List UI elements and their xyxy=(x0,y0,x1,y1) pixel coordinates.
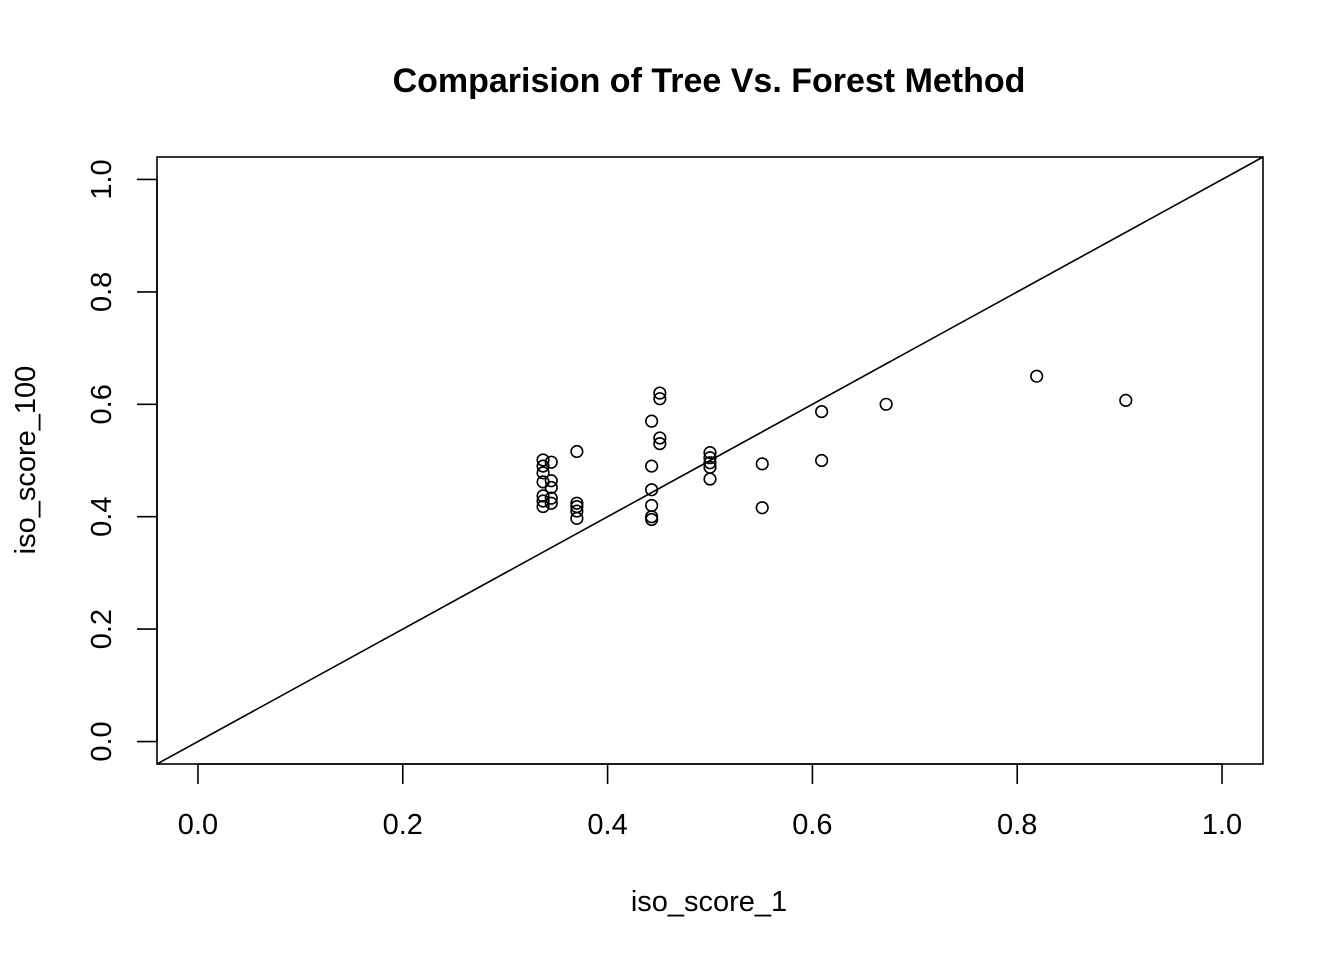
data-point xyxy=(570,496,584,510)
data-point xyxy=(879,397,893,411)
data-point xyxy=(703,451,717,465)
y-tick-label: 0.2 xyxy=(86,609,118,649)
data-point xyxy=(645,512,659,527)
data-point xyxy=(544,496,558,510)
data-point xyxy=(755,457,769,471)
data-point xyxy=(1030,369,1044,383)
x-tick-label: 1.0 xyxy=(1202,809,1242,841)
chart-title: Comparision of Tree Vs. Forest Method xyxy=(393,62,1026,100)
data-point xyxy=(536,466,550,480)
y-axis: 0.0 0.2 0.4 0.6 0.8 1.0 xyxy=(86,159,158,762)
x-tick-label: 0.4 xyxy=(587,809,627,841)
data-point xyxy=(703,472,717,486)
data-point xyxy=(536,499,550,514)
data-point xyxy=(645,498,659,513)
data-point xyxy=(544,455,558,469)
data-point xyxy=(570,511,584,525)
data-point xyxy=(653,431,667,445)
x-axis: 0.0 0.2 0.4 0.6 0.8 1.0 xyxy=(178,763,1242,841)
y-tick-label: 0.4 xyxy=(86,497,118,537)
data-point xyxy=(645,483,659,497)
data-point xyxy=(645,459,659,473)
y-tick-label: 0.0 xyxy=(86,721,118,761)
data-point xyxy=(815,405,829,419)
data-point xyxy=(570,444,584,459)
data-point xyxy=(703,456,717,470)
data-point xyxy=(645,510,659,524)
x-tick-label: 0.6 xyxy=(792,809,832,841)
data-point xyxy=(544,480,558,495)
data-point xyxy=(815,453,829,468)
x-axis-label: iso_score_1 xyxy=(631,886,787,918)
data-point xyxy=(544,474,558,488)
y-tick-label: 1.0 xyxy=(86,159,118,199)
data-point xyxy=(536,494,550,508)
reference-line-layer xyxy=(156,156,1264,765)
data-point xyxy=(653,392,667,406)
data-point xyxy=(536,489,550,503)
points-layer xyxy=(536,369,1133,527)
data-point xyxy=(645,414,659,428)
x-tick-label: 0.8 xyxy=(997,809,1037,841)
data-point xyxy=(703,446,717,460)
data-point xyxy=(755,501,769,515)
x-tick-label: 0.0 xyxy=(178,809,218,841)
data-point xyxy=(1119,393,1133,407)
data-point xyxy=(544,491,558,505)
data-point xyxy=(536,459,550,473)
x-tick-label: 0.2 xyxy=(383,809,423,841)
reference-line xyxy=(156,156,1264,765)
y-tick-label: 0.6 xyxy=(86,384,118,424)
data-point xyxy=(653,437,667,451)
y-tick-label: 0.8 xyxy=(86,272,118,312)
data-point xyxy=(653,386,667,400)
data-point xyxy=(570,504,584,518)
data-point xyxy=(536,453,550,467)
y-axis-label: iso_score_100 xyxy=(10,366,42,555)
